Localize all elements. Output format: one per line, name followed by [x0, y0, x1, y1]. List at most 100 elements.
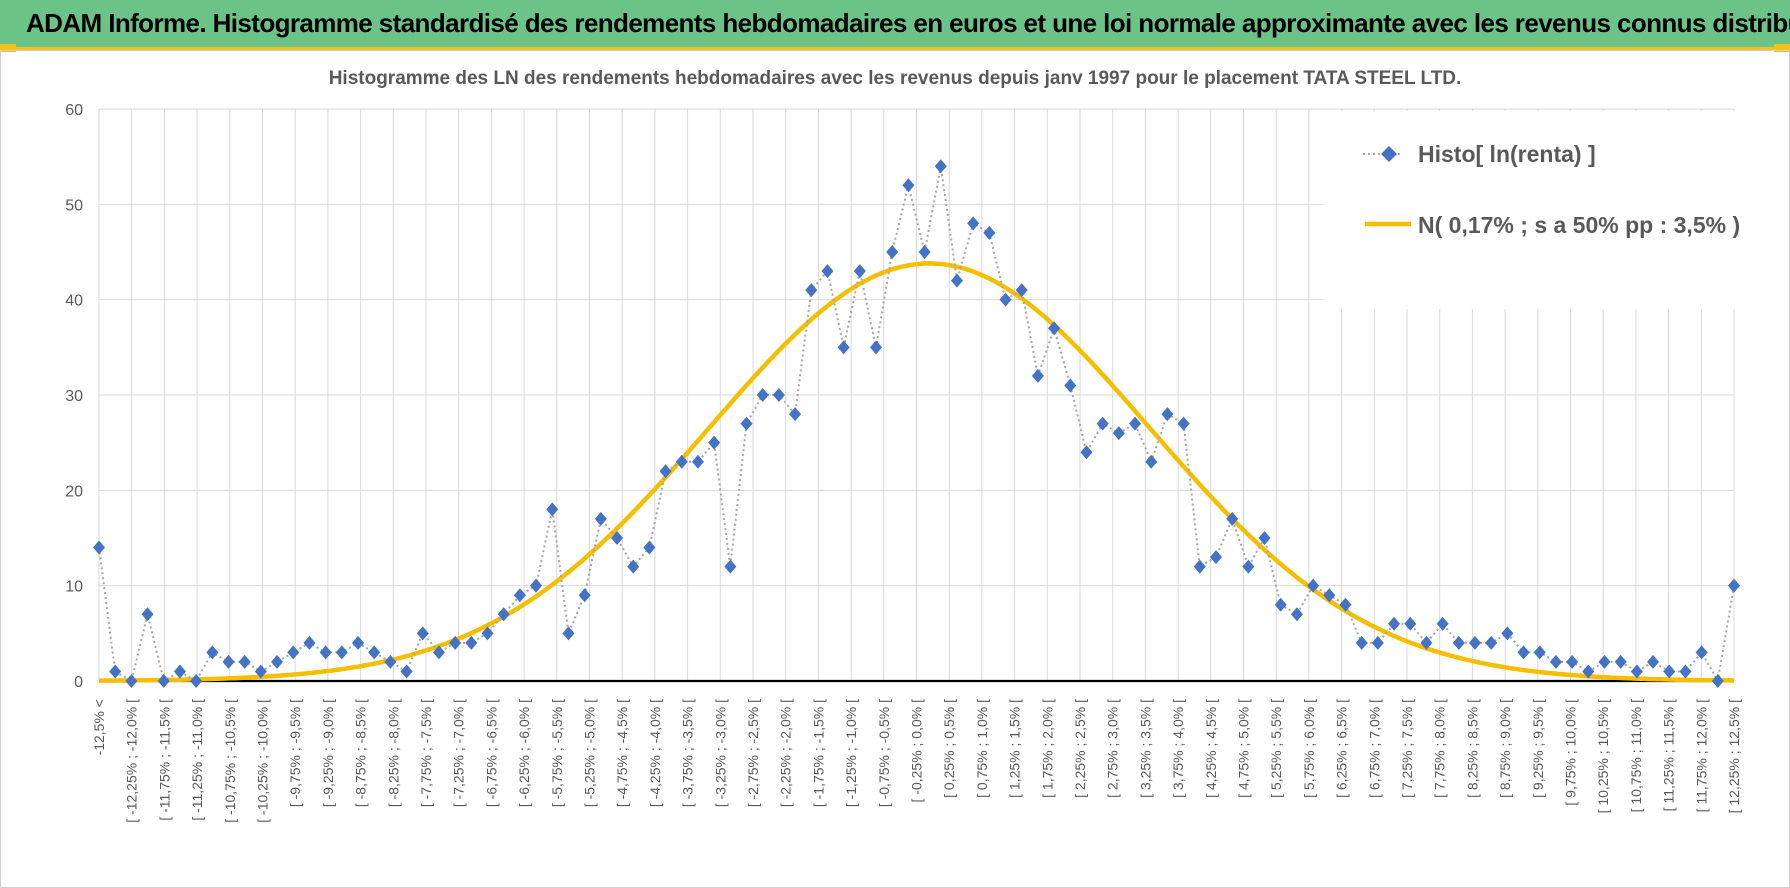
histogram-point	[870, 340, 883, 355]
histogram-point	[416, 626, 429, 641]
histogram-point	[611, 531, 624, 545]
x-tick-label: [ 0,75% ; 1,0% [	[974, 699, 990, 798]
y-tick-label: 10	[65, 579, 83, 596]
y-tick-label: 50	[65, 197, 83, 214]
histogram-point	[1323, 588, 1336, 603]
x-tick-label: [ 6,25% ; 6,5% [	[1334, 699, 1350, 798]
histogram-point	[173, 664, 186, 679]
chart-frame: Histogramme des LN des rendements hebdom…	[0, 50, 1790, 888]
histogram-point	[1598, 654, 1611, 669]
legend-normal-label: N( 0,17% ; s a 50% pp : 3,5% )	[1418, 212, 1740, 238]
histogram-point	[1711, 674, 1724, 688]
histogram-point	[1420, 635, 1433, 650]
histogram-point	[141, 607, 154, 622]
x-tick-label: [ 9,25% ; 9,5% [	[1530, 699, 1546, 798]
histogram-point	[1307, 578, 1320, 593]
histogram-point	[303, 635, 316, 650]
histogram-point	[449, 635, 462, 650]
x-tick-label: [ 0,25% ; 0,5% [	[941, 699, 957, 798]
histogram-point	[950, 273, 963, 288]
histogram-point	[1485, 635, 1498, 650]
histogram-point	[805, 283, 818, 298]
histogram-point	[335, 645, 348, 660]
y-axis-ticks: 0 10 20 30 40 50 60	[65, 102, 83, 691]
histogram-point	[1371, 635, 1384, 650]
y-tick-label: 60	[65, 102, 83, 119]
histogram-point	[643, 540, 656, 555]
x-tick-label: [ -2,75% ; -2,5% [	[745, 699, 761, 807]
histogram-point	[740, 416, 753, 431]
x-tick-label: [ -1,25% ; -1,0% [	[843, 699, 859, 807]
x-tick-label: [ 9,75% ; 10,0% [	[1563, 699, 1579, 806]
histogram-point	[1193, 559, 1206, 574]
histogram-point	[1015, 283, 1028, 298]
x-tick-label: [ 7,75% ; 8,0% [	[1432, 699, 1448, 798]
histogram-point	[319, 645, 332, 660]
x-tick-label: [ 12,25% ; 12,5% [	[1726, 699, 1742, 814]
histogram-point	[1728, 578, 1740, 593]
histogram-point	[1177, 416, 1190, 431]
histogram-point	[1031, 368, 1044, 383]
x-tick-label: [ 2,75% ; 3,0% [	[1105, 699, 1121, 798]
histogram-point	[724, 559, 737, 574]
histogram-point	[271, 654, 284, 669]
y-tick-label: 30	[65, 388, 83, 405]
x-tick-label: [ -7,75% ; -7,5% [	[418, 699, 434, 807]
legend-background	[1323, 111, 1758, 309]
legend: Histo[ ln(renta) ] N( 0,17% ; s a 50% pp…	[1323, 111, 1758, 309]
histogram-point	[853, 264, 866, 279]
histogram-point	[481, 626, 494, 641]
histogram-point	[352, 635, 365, 650]
histogram-point	[1209, 550, 1222, 565]
histogram-point	[772, 388, 785, 402]
x-tick-label: [ 5,25% ; 5,5% [	[1268, 699, 1284, 798]
histogram-point	[1452, 635, 1465, 650]
x-tick-label: [ -2,25% ; -2,0% [	[778, 699, 794, 807]
x-tick-label: [ -6,75% ; -6,5% [	[483, 699, 499, 807]
histogram-point	[125, 674, 138, 688]
histogram-point	[1355, 635, 1368, 650]
x-tick-label: [ -9,75% ; -9,5% [	[287, 699, 303, 807]
x-tick-label: [ 1,75% ; 2,0% [	[1039, 699, 1055, 798]
histogram-point	[983, 225, 996, 240]
histogram-point	[206, 645, 219, 660]
histogram-point	[1080, 445, 1093, 460]
histogram-point	[1533, 645, 1546, 660]
histogram-point	[109, 664, 122, 679]
histogram-point	[1566, 654, 1579, 669]
histogram-point	[465, 635, 478, 650]
x-tick-label: [ -11,75% ; -11,5% [	[156, 699, 172, 821]
histogram-point	[789, 407, 802, 422]
histogram-point	[1614, 654, 1627, 669]
x-tick-label: [ 5,75% ; 6,0% [	[1301, 699, 1317, 798]
histogram-point	[368, 645, 381, 660]
histogram-point	[999, 292, 1012, 307]
x-tick-label: [ 4,75% ; 5,0% [	[1236, 699, 1252, 798]
histogram-point	[1404, 616, 1417, 631]
histogram-point	[1145, 454, 1158, 469]
histogram-point	[287, 645, 300, 660]
x-tick-label: [ -5,25% ; -5,0% [	[582, 699, 598, 807]
histogram-point	[190, 674, 203, 688]
y-tick-label: 0	[74, 674, 83, 691]
x-tick-label: [ -4,75% ; -4,5% [	[614, 699, 630, 807]
histogram-point	[1647, 654, 1660, 669]
x-tick-label: [ -3,25% ; -3,0% [	[712, 699, 728, 807]
x-tick-label: [ 11,25% ; 11,5% [	[1661, 699, 1677, 811]
histogram-point	[400, 664, 413, 679]
histogram-point	[934, 159, 947, 174]
histogram-layer	[93, 159, 1740, 688]
y-tick-label: 40	[65, 293, 83, 310]
legend-histo-marker-swatch	[1381, 146, 1397, 162]
histogram-point	[1695, 645, 1708, 660]
x-tick-label: [ -5,75% ; -5,5% [	[549, 699, 565, 807]
x-tick-label: [ 3,25% ; 3,5% [	[1137, 699, 1153, 798]
x-tick-label: [ -12,25% ; -12,0% [	[124, 699, 140, 823]
histogram-point	[1468, 635, 1481, 650]
x-tick-label: [ 8,25% ; 8,5% [	[1464, 699, 1480, 798]
histogram-point	[1339, 597, 1352, 612]
histogram-point	[1436, 616, 1449, 631]
x-tick-label: [ -10,75% ; -10,5% [	[222, 699, 238, 823]
histogram-point	[1517, 645, 1530, 660]
histogram-point	[157, 674, 170, 688]
